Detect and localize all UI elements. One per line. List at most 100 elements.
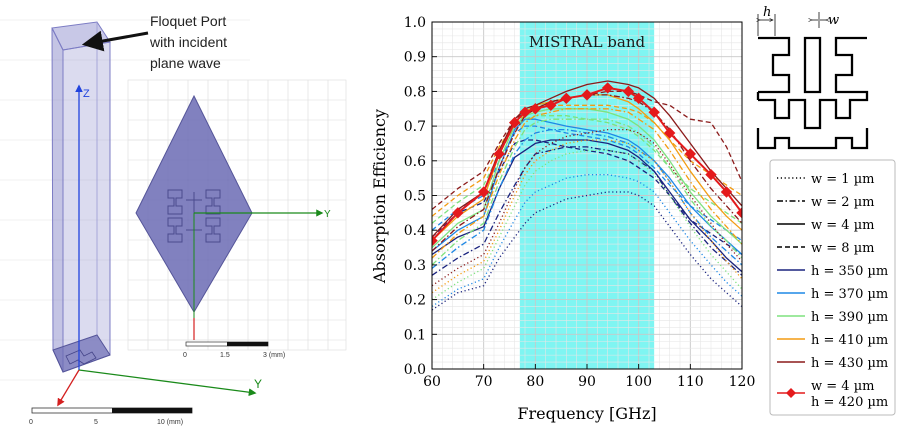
series-line-17 — [432, 94, 742, 252]
background-grid — [0, 19, 250, 381]
x-axis-label: Frequency [GHz] — [517, 404, 656, 423]
legend-entry-2: w = 4 µm — [777, 218, 874, 233]
scale-inset-label-0: 0 — [183, 352, 187, 359]
legend-entry-6: h = 390 µm — [777, 310, 888, 325]
legend-label: h = 370 µm — [811, 287, 888, 302]
legend-entry-1: w = 2 µm — [777, 195, 874, 210]
scale-main-label-0: 0 — [29, 419, 33, 426]
x-tick-label: 70 — [475, 374, 493, 390]
legend-entry-4: h = 350 µm — [777, 264, 888, 279]
callout-line-3: plane wave — [150, 55, 221, 71]
y-tick-label: 0.8 — [404, 84, 426, 100]
legend-label: h = 390 µm — [811, 310, 888, 325]
series-marker — [519, 106, 531, 118]
inset-y-axis-label: Y — [324, 209, 331, 220]
series-marker — [684, 148, 697, 160]
z-axis-label: Z — [83, 88, 90, 100]
series-line-13 — [432, 108, 742, 259]
series-marker — [508, 116, 521, 129]
series-line-0 — [432, 191, 742, 311]
inset-axes: Y — [193, 209, 331, 340]
h-dimension: h — [758, 5, 776, 36]
legend-entry-7: h = 410 µm — [777, 333, 888, 348]
series-line-1 — [432, 146, 742, 276]
series-layer — [432, 80, 742, 311]
legend-label: w = 2 µm — [811, 195, 874, 210]
scale-inset-label-2: 3 (mm) — [263, 352, 285, 359]
w-dimension: w — [812, 12, 839, 28]
y-tick-label: 0.1 — [404, 327, 426, 343]
legend-entry-9: w = 4 µmh = 420 µm — [777, 379, 888, 410]
x-tick-label: 80 — [526, 374, 544, 390]
inset-scale-bar: 0 1.5 3 (mm) — [183, 341, 285, 359]
h-label: h — [763, 5, 771, 20]
series-marker — [663, 127, 676, 139]
series-marker — [648, 106, 660, 118]
legend: w = 1 µm w = 2 µm w = 4 µm w = 8 µm h = 350 … — [769, 159, 896, 416]
legend-label-2: h = 420 µm — [811, 395, 888, 410]
series-marker — [705, 168, 717, 181]
y-tick-label: 0.9 — [404, 50, 426, 66]
main-axes: Z Y — [57, 84, 262, 407]
series-marker — [632, 92, 645, 105]
scale-inset-label-1: 1.5 — [220, 352, 230, 359]
x-tick-label: 60 — [423, 374, 441, 390]
series-marker — [452, 207, 464, 219]
series-marker — [545, 99, 557, 111]
series-marker — [622, 85, 635, 98]
legend-label: w = 8 µm — [811, 241, 874, 256]
callout-arrow — [81, 30, 149, 52]
y-axis-label-chart: Absorption Efficiency — [370, 109, 389, 284]
legend-entry-3: w = 8 µm — [777, 241, 874, 256]
series-marker — [736, 207, 742, 219]
axis-ticks: 60 70 80 90 100 110 120 0.0 0.1 0.2 0.3 0.4 0.5 0.6 0.… — [404, 15, 756, 390]
series-line-5 — [432, 128, 742, 269]
legend-entry-8: h = 430 µm — [777, 356, 888, 371]
scale-main-label-1: 5 — [94, 419, 98, 426]
series-marker — [477, 186, 490, 198]
series-marker — [720, 186, 733, 198]
callout-line-1: Floquet Port — [150, 13, 226, 29]
series-marker — [601, 82, 614, 94]
series-marker — [432, 234, 438, 247]
main-scale-bar: 0 5 10 (mm) — [29, 407, 193, 426]
simulation-setup-panel: Floquet Port with incident plane wave Z … — [0, 13, 347, 426]
absorption-chart: MISTRAL band 60 70 80 90 100 110 120 0.0 0.1 0.2 0… — [370, 15, 755, 423]
series-line-16 — [432, 128, 742, 287]
x-tick-label: 90 — [578, 374, 596, 390]
x-tick-label: 110 — [677, 374, 704, 390]
series-line-12 — [432, 139, 742, 294]
callout-line-2: with incident — [149, 34, 227, 50]
floquet-port-callout: Floquet Port with incident plane wave — [81, 13, 227, 71]
legend-label: w = 4 µm — [811, 379, 874, 394]
geometry-inset: h w — [756, 5, 869, 150]
y-tick-label: 0.5 — [404, 189, 426, 205]
floquet-port-prism — [51, 21, 111, 373]
y-tick-label: 1.0 — [404, 15, 426, 31]
mistral-band-label: MISTRAL band — [529, 33, 646, 51]
series-marker — [493, 148, 505, 160]
y-tick-label: 0.6 — [404, 154, 426, 170]
legend-marker — [786, 388, 796, 398]
x-axis — [57, 369, 80, 407]
legend-entry-5: h = 370 µm — [777, 287, 888, 302]
w-label: w — [828, 13, 839, 28]
series-line-8 — [432, 149, 742, 301]
legend-entry-0: w = 1 µm — [777, 172, 874, 187]
y-axis-label: Y — [254, 377, 262, 391]
series-marker — [560, 92, 573, 105]
hilbert-curve — [756, 36, 869, 150]
legend-label: w = 4 µm — [811, 218, 874, 233]
legend-label: w = 1 µm — [811, 172, 874, 187]
y-tick-label: 0.7 — [404, 119, 426, 135]
y-tick-label: 0.2 — [404, 293, 426, 309]
y-axis — [78, 369, 257, 397]
series-marker — [529, 103, 542, 115]
series-line-9 — [432, 118, 742, 266]
legend-label: h = 350 µm — [811, 264, 888, 279]
y-tick-label: 0.4 — [404, 223, 426, 239]
series-line-3 — [432, 139, 742, 256]
legend-label: h = 410 µm — [811, 333, 888, 348]
x-tick-label: 120 — [729, 374, 756, 390]
